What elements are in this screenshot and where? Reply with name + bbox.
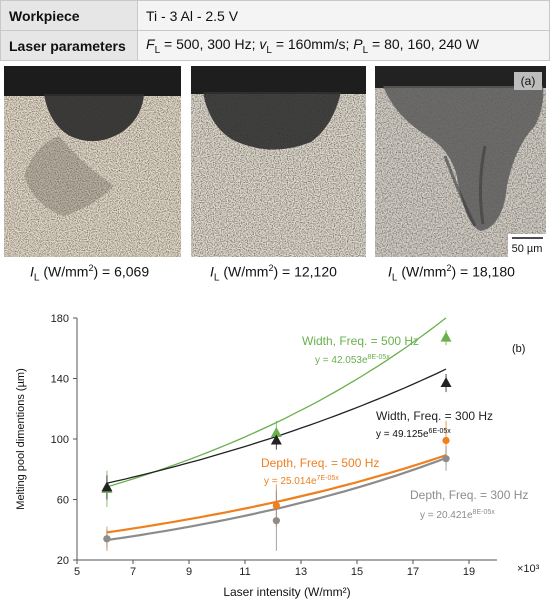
data-markers [101, 331, 452, 543]
x-multiplier: ×10³ [517, 563, 540, 575]
series-name-label: Depth, Freq. = 500 Hz [261, 456, 379, 470]
x-tick-label: 9 [186, 566, 192, 578]
fit-equation-label: y = 42.053e8E-05x [315, 354, 390, 366]
data-point [440, 331, 452, 342]
fit-equation-exponent: 8E-05x [368, 354, 391, 361]
series-name-label: Width, Freq. = 300 Hz [376, 409, 493, 423]
intensity-label-1: IL (W/mm2) = 6,069 [30, 263, 150, 284]
micrograph-18180: (a) 50 µm [375, 66, 546, 257]
y-tick-label: 20 [57, 555, 69, 567]
fit-equation-label: y = 49.125e6E-05x [376, 428, 451, 440]
data-point [101, 481, 113, 492]
x-tick-label: 11 [239, 566, 250, 578]
workpiece-label: Workpiece [0, 0, 138, 31]
x-tick-label: 19 [463, 566, 475, 578]
intensity-label-2: IL (W/mm2) = 12,120 [210, 263, 337, 284]
data-point [270, 434, 282, 445]
y-axis-title: Melting pool dimentions (µm) [15, 368, 27, 509]
data-point [442, 455, 450, 463]
y-tick-label: 60 [57, 495, 69, 507]
x-tick-label: 13 [295, 566, 307, 578]
scale-bar-box [508, 234, 546, 257]
x-tick-label: 15 [351, 566, 363, 578]
series-name-label: Depth, Freq. = 300 Hz [410, 488, 528, 502]
fit-equation-exponent: 6E-05x [429, 428, 452, 435]
intensity-label-3: IL (W/mm2) = 18,180 [388, 263, 515, 284]
data-point [103, 535, 111, 543]
x-axis-title: Laser intensity (W/mm²) [223, 585, 350, 599]
x-tick-label: 17 [407, 566, 419, 578]
micrograph-6069 [4, 66, 181, 257]
scale-bar-label: 50 µm [512, 243, 543, 255]
x-tick-label: 5 [74, 566, 80, 578]
y-tick-label: 140 [51, 374, 69, 386]
data-point [272, 517, 280, 525]
panel-b-tag: (b) [512, 343, 525, 355]
fit-equation-exponent: 7E-05x [317, 475, 340, 482]
data-point [442, 436, 450, 445]
laser-parameters-label: Laser parameters [0, 30, 138, 61]
parameters-table: Workpiece Ti - 3 Al - 2.5 V Laser parame… [0, 0, 550, 61]
chart-axes: 5 7 9 11 13 15 17 19 20 60 100 140 180 ×10³ Laser inte… [15, 313, 540, 599]
y-tick-label: 180 [51, 313, 69, 325]
table-row-laser: Laser parameters FL = 500, 300 Hz; vL = … [0, 30, 550, 61]
melting-pool-chart: 5 7 9 11 13 15 17 19 20 60 100 140 180 ×10³ Laser inte… [15, 313, 540, 599]
micrograph-12120 [191, 66, 366, 257]
fit-equation-label: y = 25.014e7E-05x [264, 475, 339, 487]
workpiece-value: Ti - 3 Al - 2.5 V [137, 0, 550, 31]
table-row-workpiece: Workpiece Ti - 3 Al - 2.5 V [0, 0, 550, 31]
data-point [440, 377, 452, 388]
fit-equation-exponent: 8E-05x [473, 509, 496, 516]
panel-a-tag: (a) [521, 74, 536, 88]
fit-equation-label: y = 20.421e8E-05x [420, 509, 495, 521]
panel-a-tag-box [514, 72, 542, 90]
laser-parameters-value: FL = 500, 300 Hz; vL = 160mm/s; PL = 80,… [137, 30, 550, 61]
series-name-label: Width, Freq. = 500 Hz [302, 334, 419, 348]
data-point [272, 501, 280, 510]
data-point [270, 426, 282, 437]
y-tick-label: 100 [51, 434, 69, 446]
x-tick-label: 7 [130, 566, 136, 578]
